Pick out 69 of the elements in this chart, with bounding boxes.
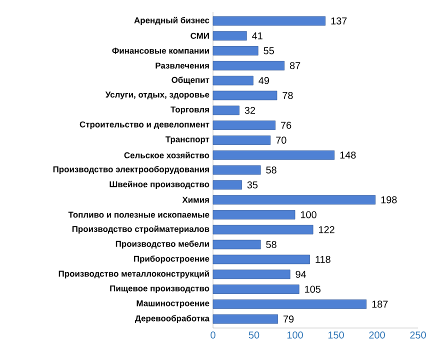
- y-tick-label: Химия: [182, 196, 209, 203]
- bar: [212, 165, 261, 175]
- data-label: 122: [319, 226, 334, 234]
- bar: [212, 195, 376, 205]
- bar: [212, 90, 278, 100]
- data-label: 35: [247, 181, 258, 188]
- data-label: 49: [258, 77, 269, 84]
- x-tick-label: 250: [410, 332, 426, 339]
- bar: [212, 284, 300, 294]
- bar: [212, 210, 296, 220]
- data-label: 148: [340, 152, 356, 159]
- bar: [212, 299, 367, 309]
- y-tick-label: Торговля: [170, 106, 209, 114]
- y-tick-label: Пищевое производство: [110, 285, 210, 294]
- y-tick-label: Топливо и полезные ископаемые: [68, 212, 210, 218]
- bar: [212, 150, 335, 160]
- y-tick-label: Деревообработка: [134, 315, 210, 324]
- y-tick-label: Строительство и девелопмент: [80, 121, 210, 130]
- bar: [212, 106, 240, 116]
- y-tick-label: Развлечения: [156, 62, 209, 69]
- y-tick-label: Сельское хозяйство: [124, 152, 210, 158]
- data-label: 118: [316, 256, 330, 263]
- bar: [212, 135, 271, 145]
- y-tick-label: Производство электрооборудования: [53, 166, 209, 174]
- x-tick-label: 0: [210, 332, 216, 339]
- data-label: 76: [281, 122, 292, 129]
- bar: [212, 180, 242, 190]
- y-tick-label: Общепит: [172, 76, 210, 85]
- data-label: 137: [331, 17, 347, 24]
- x-tick-label: 150: [328, 332, 344, 339]
- bar: [212, 224, 314, 234]
- data-label: 70: [276, 136, 286, 144]
- bar: [212, 31, 247, 41]
- data-label: 87: [290, 62, 300, 70]
- bar: [212, 120, 276, 130]
- y-tick-label: СМИ: [190, 32, 209, 39]
- bar: [212, 76, 254, 86]
- x-tick-label: 50: [248, 332, 260, 339]
- data-label: 55: [264, 47, 274, 54]
- y-tick-label: Производство мебели: [116, 240, 209, 249]
- y-tick-label: Швейное производство: [110, 180, 210, 189]
- y-tick-label: Финансовые компании: [112, 48, 209, 54]
- data-label: 100: [300, 211, 316, 218]
- bar: [212, 314, 278, 324]
- bar: [212, 254, 310, 264]
- data-label: 58: [266, 166, 276, 174]
- data-label: 105: [305, 286, 320, 293]
- y-tick-label: Арендный бизнес: [134, 16, 210, 25]
- y-tick-label: Машиностроение: [136, 300, 210, 308]
- data-label: 198: [381, 196, 397, 204]
- x-tick-label: 100: [287, 332, 303, 339]
- x-tick-label: 200: [369, 332, 385, 339]
- data-label: 94: [296, 270, 306, 278]
- y-tick-label: Транспорт: [166, 136, 210, 144]
- data-label: 58: [266, 241, 276, 248]
- bar: [212, 60, 285, 70]
- y-tick-label: Производство металлоконструкций: [58, 270, 209, 278]
- y-tick-label: Услуги, отдых, здоровье: [105, 92, 210, 100]
- bar: [212, 46, 258, 56]
- data-label: 32: [244, 106, 256, 114]
- bar: [212, 270, 290, 280]
- bar: [212, 16, 326, 26]
- data-label: 78: [282, 92, 293, 99]
- y-tick-label: Производство стройматериалов: [72, 226, 210, 234]
- data-label: 41: [252, 32, 262, 40]
- y-tick-label: Приборостроение: [134, 255, 210, 264]
- data-label: 187: [372, 300, 388, 308]
- bar: [212, 240, 261, 250]
- data-label: 79: [283, 316, 294, 323]
